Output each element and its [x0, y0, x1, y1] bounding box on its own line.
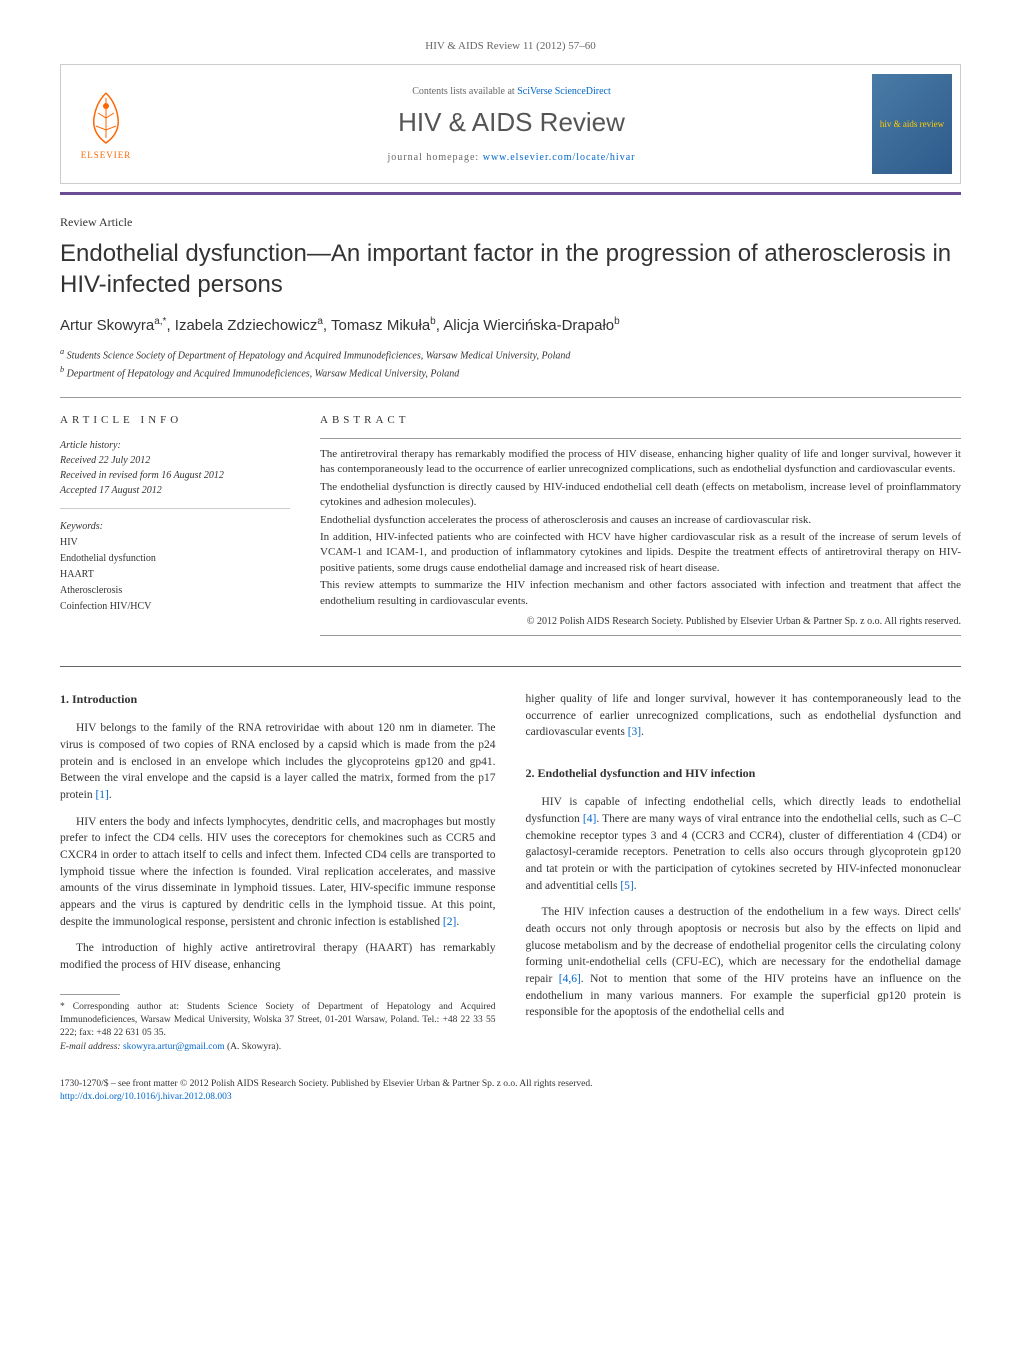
contents-available-line: Contents lists available at SciVerse Sci…	[151, 86, 872, 97]
accepted-date: Accepted 17 August 2012	[60, 483, 290, 498]
ref-2-link[interactable]: [2]	[443, 916, 456, 928]
abstract-p1: The antiretroviral therapy has remarkabl…	[320, 447, 961, 478]
abstract-header: ABSTRACT	[320, 414, 961, 426]
abstract-p3: Endothelial dysfunction accelerates the …	[320, 513, 961, 528]
body-column-right: higher quality of life and longer surviv…	[526, 691, 962, 1054]
author-4: , Alicja Wiercińska-Drapało	[436, 317, 614, 334]
article-info-header: ARTICLE INFO	[60, 414, 290, 426]
journal-homepage-link[interactable]: www.elsevier.com/locate/hivar	[483, 152, 636, 163]
abstract-text: The antiretroviral therapy has remarkabl…	[320, 447, 961, 629]
info-abstract-row: ARTICLE INFO Article history: Received 2…	[60, 398, 961, 636]
doi-link[interactable]: http://dx.doi.org/10.1016/j.hivar.2012.0…	[60, 1092, 232, 1102]
article-info-column: ARTICLE INFO Article history: Received 2…	[60, 398, 290, 636]
section-1-heading: 1. Introduction	[60, 691, 496, 708]
purple-divider	[60, 192, 961, 195]
s2-p1: HIV is capable of infecting endothelial …	[526, 794, 962, 894]
author-1-sup: a,*	[154, 316, 166, 327]
journal-homepage-line: journal homepage: www.elsevier.com/locat…	[151, 152, 872, 163]
contents-prefix: Contents lists available at	[412, 86, 517, 97]
homepage-prefix: journal homepage:	[388, 152, 483, 163]
journal-name: HIV & AIDS Review	[151, 107, 872, 138]
s1-p3-cont: higher quality of life and longer surviv…	[526, 691, 962, 741]
ref-4-6-link[interactable]: [4,6]	[559, 973, 581, 985]
corresponding-author-footnote: * Corresponding author at: Students Scie…	[60, 1001, 496, 1041]
ref-1-link[interactable]: [1]	[95, 789, 108, 801]
s1-p3: The introduction of highly active antire…	[60, 940, 496, 973]
journal-reference: HIV & AIDS Review 11 (2012) 57–60	[60, 40, 961, 52]
sciencedirect-link[interactable]: SciVerse ScienceDirect	[517, 86, 611, 97]
abstract-bottom-rule	[320, 635, 961, 636]
s1-p2: HIV enters the body and infects lymphocy…	[60, 814, 496, 931]
cover-title: hiv & aids review	[880, 119, 944, 130]
affiliation-b: b Department of Hepatology and Acquired …	[60, 364, 961, 381]
s1-p1: HIV belongs to the family of the RNA ret…	[60, 720, 496, 803]
ref-3-link[interactable]: [3]	[628, 726, 641, 738]
author-list: Artur Skowyraa,*, Izabela Zdziechowicza,…	[60, 316, 961, 334]
affiliation-a: a Students Science Society of Department…	[60, 346, 961, 363]
keyword-3: HAART	[60, 567, 290, 583]
received-date: Received 22 July 2012	[60, 453, 290, 468]
keyword-5: Coinfection HIV/HCV	[60, 599, 290, 615]
abstract-p4: In addition, HIV-infected patients who a…	[320, 530, 961, 576]
author-email-link[interactable]: skowyra.artur@gmail.com	[123, 1042, 225, 1052]
abstract-p5: This review attempts to summarize the HI…	[320, 578, 961, 609]
abstract-top-rule	[320, 438, 961, 439]
page-footer: 1730-1270/$ – see front matter © 2012 Po…	[60, 1078, 961, 1105]
abstract-copyright: © 2012 Polish AIDS Research Society. Pub…	[320, 615, 961, 629]
author-2: , Izabela Zdziechowicz	[166, 317, 317, 334]
keyword-4: Atherosclerosis	[60, 583, 290, 599]
body-column-left: 1. Introduction HIV belongs to the famil…	[60, 691, 496, 1054]
abstract-p2: The endothelial dysfunction is directly …	[320, 480, 961, 511]
article-history: Article history: Received 22 July 2012 R…	[60, 438, 290, 509]
history-label: Article history:	[60, 438, 290, 453]
email-footnote: E-mail address: skowyra.artur@gmail.com …	[60, 1041, 496, 1054]
article-title: Endothelial dysfunction—An important fac…	[60, 238, 961, 300]
ref-4-link[interactable]: [4]	[583, 813, 596, 825]
body-top-divider	[60, 666, 961, 667]
keyword-2: Endothelial dysfunction	[60, 551, 290, 567]
footnote-separator	[60, 994, 120, 995]
section-2-heading: 2. Endothelial dysfunction and HIV infec…	[526, 765, 962, 782]
keywords-label: Keywords:	[60, 519, 290, 535]
journal-cover-thumbnail[interactable]: hiv & aids review	[872, 74, 952, 174]
author-4-sup: b	[614, 316, 620, 327]
body-two-columns: 1. Introduction HIV belongs to the famil…	[60, 691, 961, 1054]
abstract-column: ABSTRACT The antiretroviral therapy has …	[320, 398, 961, 636]
author-1: Artur Skowyra	[60, 317, 154, 334]
affiliations: a Students Science Society of Department…	[60, 346, 961, 381]
keywords-block: Keywords: HIV Endothelial dysfunction HA…	[60, 519, 290, 615]
ref-5-link[interactable]: [5]	[620, 880, 633, 892]
footer-copyright: 1730-1270/$ – see front matter © 2012 Po…	[60, 1078, 961, 1091]
publisher-logo[interactable]: ELSEVIER	[61, 80, 151, 168]
journal-header-box: ELSEVIER Contents lists available at Sci…	[60, 64, 961, 184]
elsevier-tree-icon	[76, 88, 136, 148]
publisher-name: ELSEVIER	[81, 150, 132, 160]
header-center: Contents lists available at SciVerse Sci…	[151, 86, 872, 163]
author-3: , Tomasz Mikuła	[323, 317, 430, 334]
s2-p2: The HIV infection causes a destruction o…	[526, 904, 962, 1021]
article-type: Review Article	[60, 215, 961, 230]
revised-date: Received in revised form 16 August 2012	[60, 468, 290, 483]
keyword-1: HIV	[60, 535, 290, 551]
